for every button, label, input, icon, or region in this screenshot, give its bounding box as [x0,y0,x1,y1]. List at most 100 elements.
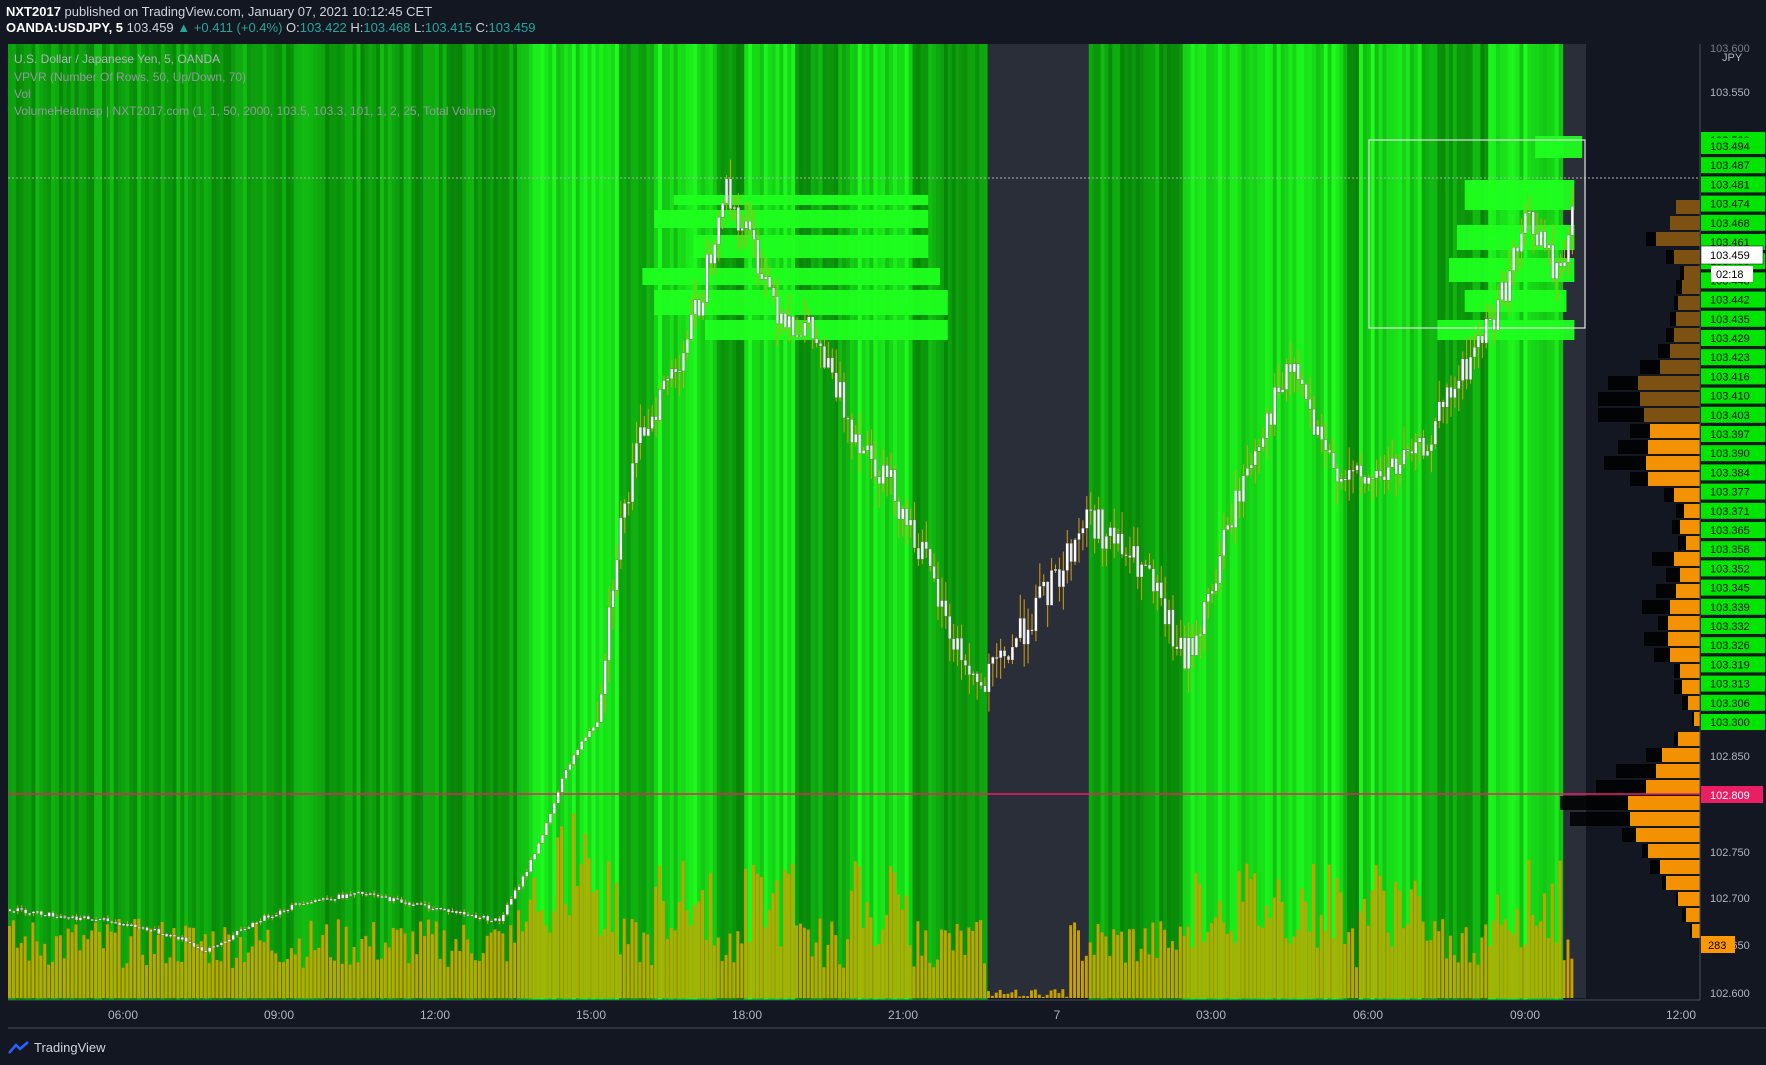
candle[interactable] [983,685,987,693]
candle[interactable] [1116,533,1120,544]
candle[interactable] [634,442,639,464]
candle[interactable] [1422,437,1426,456]
candle[interactable] [474,914,478,919]
candle[interactable] [1539,231,1543,246]
candle[interactable] [509,898,513,905]
candle[interactable] [94,919,98,922]
candle[interactable] [1465,358,1469,380]
candle[interactable] [1281,389,1285,393]
candle[interactable] [400,899,404,904]
candle[interactable] [1018,618,1022,639]
candle[interactable] [603,660,607,695]
legend-vpvr[interactable]: VPVR (Number Of Rows, 50, Up/Down, 70) [14,70,247,84]
candle[interactable] [783,313,787,328]
candle[interactable] [118,922,122,926]
candle[interactable] [975,673,979,683]
candle[interactable] [317,899,321,902]
candle[interactable] [1375,470,1379,479]
candle[interactable] [478,917,482,920]
candle[interactable] [349,894,353,896]
candle[interactable] [1218,555,1222,584]
candle[interactable] [243,928,247,931]
candle[interactable] [736,207,740,231]
candle[interactable] [1512,247,1516,271]
candle[interactable] [513,890,517,899]
candle[interactable] [278,910,282,915]
candle[interactable] [1519,233,1523,252]
candle[interactable] [1555,262,1559,279]
candle[interactable] [568,764,572,770]
candle[interactable] [920,541,924,560]
candle[interactable] [1230,524,1234,528]
candle[interactable] [1046,581,1050,606]
candle[interactable] [681,352,685,372]
candle[interactable] [638,426,642,444]
candle[interactable] [262,915,267,922]
candle[interactable] [255,922,259,925]
candle[interactable] [717,217,721,245]
candle[interactable] [1359,465,1363,477]
candle[interactable] [1441,401,1445,408]
candle[interactable] [905,508,909,526]
candle[interactable] [431,908,435,911]
candle[interactable] [1488,318,1492,321]
candle[interactable] [1347,469,1351,480]
candle[interactable] [353,892,357,895]
candle[interactable] [360,891,364,895]
candle[interactable] [1261,437,1265,448]
candle[interactable] [1402,449,1406,465]
candle[interactable] [1198,634,1202,636]
candle[interactable] [537,843,541,855]
candle[interactable] [1081,528,1085,534]
candle[interactable] [411,904,415,907]
candle[interactable] [1543,231,1547,249]
candle[interactable] [1531,211,1535,235]
candle[interactable] [1378,470,1383,477]
candle[interactable] [24,909,28,914]
candle[interactable] [227,939,231,942]
candle[interactable] [658,389,662,421]
candle[interactable] [580,741,584,750]
candle[interactable] [1328,449,1332,453]
candle[interactable] [1410,450,1414,454]
candle[interactable] [1124,554,1128,557]
candle[interactable] [752,229,756,240]
candle[interactable] [1253,450,1257,466]
candle[interactable] [1147,564,1151,569]
candle[interactable] [86,916,90,920]
highlight-box[interactable] [1368,139,1586,329]
candle[interactable] [693,299,697,315]
candle[interactable] [313,899,317,903]
candle[interactable] [944,600,948,617]
candle[interactable] [200,946,204,952]
candle[interactable] [180,937,184,940]
candle[interactable] [1476,335,1480,348]
candle[interactable] [462,911,466,915]
candle[interactable] [176,936,180,940]
candle[interactable] [854,434,858,443]
candle[interactable] [1151,568,1155,592]
candle[interactable] [760,273,764,280]
candle[interactable] [1026,629,1030,645]
candle[interactable] [470,914,474,917]
candle[interactable] [1120,533,1124,555]
candle[interactable] [1472,347,1476,358]
candle[interactable] [1288,363,1292,373]
candle[interactable] [1559,262,1563,267]
candle[interactable] [779,313,783,325]
candle[interactable] [909,519,913,526]
candle[interactable] [842,381,846,419]
candle[interactable] [380,896,384,898]
candle[interactable] [1351,469,1355,472]
candle[interactable] [309,901,313,904]
candle[interactable] [713,244,717,264]
candle[interactable] [1277,387,1281,393]
candle[interactable] [932,566,936,579]
candle[interactable] [560,778,564,793]
candle[interactable] [125,923,129,927]
candle[interactable] [1355,465,1359,471]
candle[interactable] [732,207,736,209]
candle[interactable] [1547,244,1551,249]
candle[interactable] [341,894,345,899]
candle[interactable] [1034,597,1038,632]
